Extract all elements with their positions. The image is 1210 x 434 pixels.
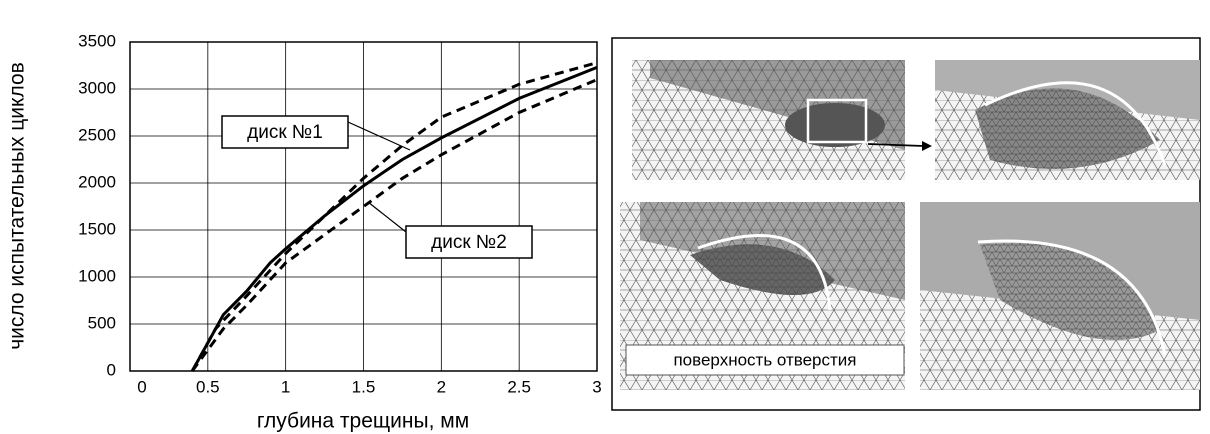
legend-label: диск №1: [247, 122, 323, 143]
y-tick-label: 3000: [78, 78, 116, 97]
legend-label: диск №2: [431, 232, 507, 253]
y-tick-label: 500: [88, 313, 116, 332]
y-tick-label: 2000: [78, 172, 116, 191]
figure: глубина трещины, мм число испытательных …: [0, 0, 1210, 434]
x-tick-label: 2: [437, 377, 446, 396]
y-tick-label: 0: [107, 360, 116, 379]
x-axis-title: глубина трещины, мм: [257, 410, 469, 433]
y-tick-label: 1000: [78, 266, 116, 285]
x-tick-label: 1.5: [352, 377, 376, 396]
y-tick-label: 2500: [78, 125, 116, 144]
x-tick-label: 0: [137, 377, 146, 396]
y-tick-label: 1500: [78, 219, 116, 238]
x-tick-label: 2.5: [507, 377, 531, 396]
y-tick-label: 3500: [78, 31, 116, 50]
x-tick-label: 1: [281, 377, 290, 396]
panel-label: поверхность отверстия: [673, 350, 856, 369]
y-axis-title: число испытательных циклов: [6, 62, 29, 350]
x-tick-label: 0.5: [196, 377, 220, 396]
x-tick-label: 3: [592, 377, 601, 396]
mesh-panel: поверхность отверстия: [612, 38, 1200, 410]
